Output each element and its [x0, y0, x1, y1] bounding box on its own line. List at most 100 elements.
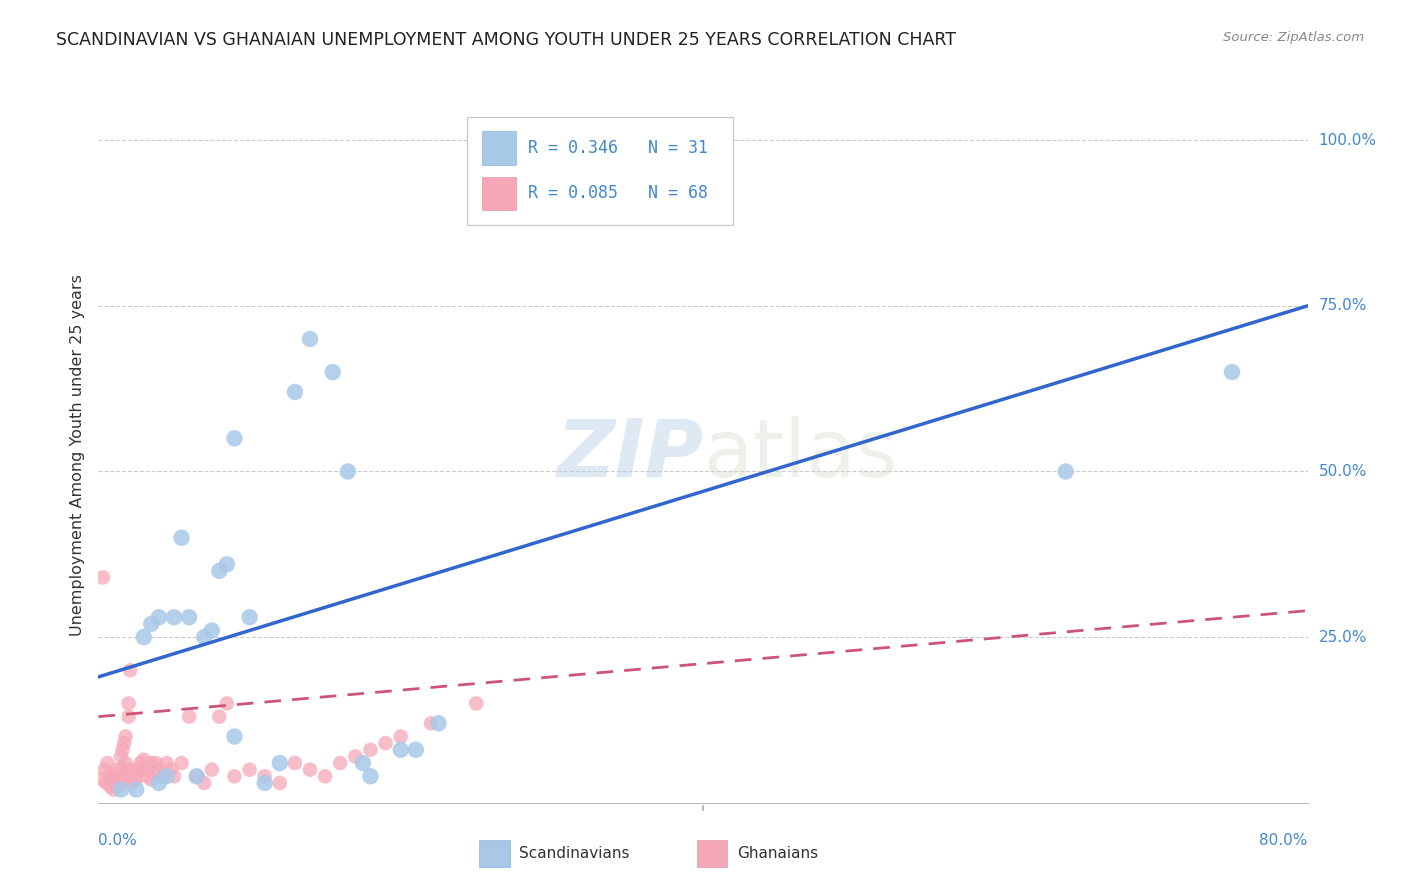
Point: [208, 564, 231, 578]
Point: [224, 730, 246, 744]
Text: SCANDINAVIAN VS GHANAIAN UNEMPLOYMENT AMONG YOUTH UNDER 25 YEARS CORRELATION CHA: SCANDINAVIAN VS GHANAIAN UNEMPLOYMENT AM…: [56, 31, 956, 49]
Point: [141, 616, 163, 631]
Point: [108, 769, 131, 783]
Point: [148, 776, 170, 790]
Point: [91, 570, 114, 584]
Point: [135, 769, 157, 783]
Point: [150, 769, 173, 783]
Point: [389, 743, 412, 757]
Point: [344, 749, 367, 764]
Point: [427, 716, 450, 731]
Text: R = 0.085   N = 68: R = 0.085 N = 68: [527, 185, 707, 202]
Point: [186, 769, 208, 783]
Point: [284, 384, 307, 399]
Point: [465, 697, 488, 711]
Point: [111, 776, 134, 790]
Point: [148, 763, 170, 777]
Point: [170, 756, 193, 770]
Point: [100, 779, 122, 793]
Point: [284, 756, 307, 770]
Point: [122, 763, 145, 777]
Point: [98, 769, 121, 783]
Point: [94, 776, 117, 790]
Point: [112, 736, 135, 750]
Point: [1220, 365, 1243, 379]
Text: ZIP: ZIP: [555, 416, 703, 494]
Point: [145, 756, 167, 770]
Text: 75.0%: 75.0%: [1319, 298, 1367, 313]
Point: [193, 776, 215, 790]
Point: [163, 610, 186, 624]
Point: [132, 630, 155, 644]
Point: [148, 610, 170, 624]
Text: Scandinavians: Scandinavians: [519, 847, 630, 861]
Point: [193, 630, 215, 644]
Point: [105, 763, 128, 777]
Text: Ghanaians: Ghanaians: [737, 847, 818, 861]
Point: [114, 756, 136, 770]
Point: [118, 709, 141, 723]
Point: [322, 365, 344, 379]
Point: [115, 763, 138, 777]
Point: [141, 772, 163, 787]
Point: [186, 769, 208, 783]
Point: [104, 769, 127, 783]
Point: [329, 756, 352, 770]
FancyBboxPatch shape: [467, 118, 734, 226]
Point: [93, 763, 115, 777]
Point: [96, 756, 118, 770]
Point: [110, 749, 132, 764]
Point: [104, 779, 127, 793]
Text: 80.0%: 80.0%: [1260, 833, 1308, 848]
Point: [160, 763, 183, 777]
Point: [239, 610, 262, 624]
Text: 100.0%: 100.0%: [1319, 133, 1376, 148]
Point: [215, 558, 238, 572]
Point: [155, 756, 177, 770]
Point: [163, 769, 186, 783]
Y-axis label: Unemployment Among Youth under 25 years: Unemployment Among Youth under 25 years: [69, 274, 84, 636]
Point: [269, 756, 291, 770]
Point: [1054, 465, 1077, 479]
FancyBboxPatch shape: [482, 131, 516, 165]
Point: [112, 769, 135, 783]
Point: [208, 709, 231, 723]
Point: [132, 753, 155, 767]
Text: 50.0%: 50.0%: [1319, 464, 1367, 479]
Point: [299, 332, 322, 346]
Point: [128, 763, 150, 777]
Point: [269, 776, 291, 790]
Point: [419, 716, 441, 731]
Text: atlas: atlas: [703, 416, 897, 494]
FancyBboxPatch shape: [482, 177, 516, 210]
Point: [215, 697, 238, 711]
Point: [118, 697, 141, 711]
Point: [114, 730, 136, 744]
Point: [224, 431, 246, 445]
Point: [336, 465, 359, 479]
Point: [125, 772, 148, 787]
Point: [201, 624, 224, 638]
Point: [224, 769, 246, 783]
Text: 25.0%: 25.0%: [1319, 630, 1367, 645]
Point: [136, 763, 159, 777]
Point: [103, 782, 125, 797]
Point: [125, 769, 148, 783]
Point: [299, 763, 322, 777]
Point: [155, 769, 177, 783]
Text: Source: ZipAtlas.com: Source: ZipAtlas.com: [1223, 31, 1364, 45]
Point: [120, 663, 142, 677]
Point: [239, 763, 262, 777]
Point: [253, 769, 276, 783]
FancyBboxPatch shape: [697, 840, 727, 867]
Point: [101, 769, 124, 783]
Point: [177, 610, 201, 624]
Point: [201, 763, 224, 777]
Point: [177, 709, 201, 723]
Point: [389, 730, 412, 744]
Point: [253, 776, 276, 790]
Point: [105, 779, 128, 793]
Point: [374, 736, 396, 750]
Point: [110, 763, 132, 777]
FancyBboxPatch shape: [479, 840, 509, 867]
